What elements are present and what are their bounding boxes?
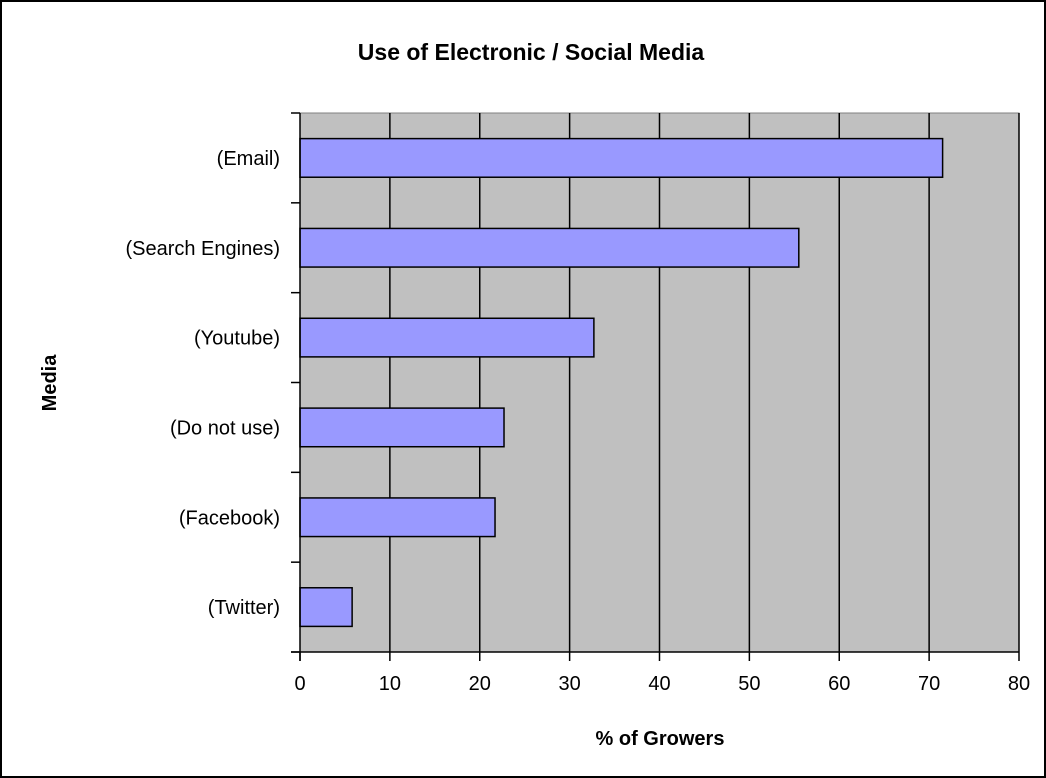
bar-twitter xyxy=(299,587,353,628)
x-tick-label: 40 xyxy=(648,673,670,695)
x-tick-label: 70 xyxy=(918,673,940,695)
category-label: (Email) xyxy=(217,148,280,170)
category-labels: (Email) (Search Engines) (Youtube) (Do not … xyxy=(125,148,280,619)
category-label: (Youtube) xyxy=(194,328,280,350)
category-label: (Do not use) xyxy=(170,417,280,439)
bars xyxy=(299,137,944,628)
category-label: (Facebook) xyxy=(179,507,280,529)
bar-search-engines xyxy=(299,227,800,268)
x-tick-label: 60 xyxy=(828,673,850,695)
bar-email xyxy=(299,137,944,178)
x-tick-label: 20 xyxy=(469,673,491,695)
category-label: (Twitter) xyxy=(208,597,280,619)
chart-title: Use of Electronic / Social Media xyxy=(358,39,705,65)
gridlines xyxy=(389,113,1020,652)
x-axis-title: % of Growers xyxy=(596,728,725,750)
y-axis-title: Media xyxy=(39,354,61,412)
axes xyxy=(291,112,1020,661)
bar-do-not-use xyxy=(299,407,505,448)
x-tick-label: 30 xyxy=(559,673,581,695)
category-label: (Search Engines) xyxy=(125,238,280,260)
x-tick-label: 80 xyxy=(1008,673,1030,695)
x-tick-labels: 0 10 20 30 40 50 60 70 80 xyxy=(294,673,1030,695)
bar-facebook xyxy=(299,497,496,538)
x-tick-label: 0 xyxy=(294,673,305,695)
x-tick-label: 10 xyxy=(379,673,401,695)
x-tick-label: 50 xyxy=(738,673,760,695)
bar-youtube xyxy=(299,317,595,358)
